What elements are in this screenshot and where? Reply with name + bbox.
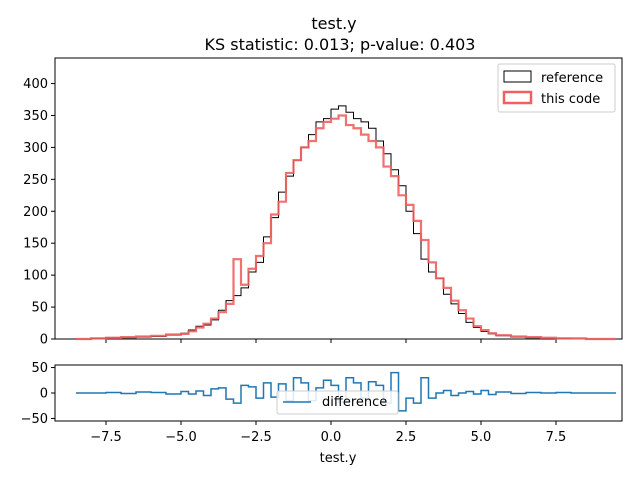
- y-tick-label: 250: [23, 173, 48, 188]
- top-y-axis: 0 50 100 150 200 250 300 350 400: [23, 77, 55, 348]
- legend-swatch-this-code: [502, 90, 533, 105]
- top-plot-frame: [54, 57, 623, 340]
- y-tick-label: 50: [31, 301, 48, 316]
- y-tick-label: 350: [23, 109, 48, 124]
- y-tick-label: 0: [40, 333, 48, 348]
- top-series-group: [76, 105, 616, 341]
- top-legend: reference this code: [497, 63, 616, 113]
- y-tick-label: 100: [23, 269, 48, 284]
- x-axis-label: test.y: [320, 451, 357, 466]
- bottom-legend-box: [276, 390, 399, 415]
- bottom-x-axis: −7.5 −5.0 −2.5 0.0 2.5 5.0 7.5: [90, 421, 566, 445]
- x-tick-label: 2.5: [396, 430, 417, 445]
- x-tick-label: −5.0: [165, 430, 197, 445]
- y-tick-label: 300: [23, 141, 48, 156]
- legend-swatch-reference: [503, 70, 532, 83]
- x-tick-label: −7.5: [90, 430, 122, 445]
- x-tick-label: 5.0: [471, 430, 492, 445]
- y-tick-label: 200: [23, 205, 48, 220]
- x-tick-label: 7.5: [546, 430, 567, 445]
- series-line-this-code: [76, 114, 616, 341]
- y-tick-label: 150: [23, 237, 48, 252]
- bottom-y-axis: −50 0 50: [21, 361, 55, 427]
- legend-label-difference: difference: [322, 395, 387, 410]
- chart-title: test.y: [311, 14, 356, 33]
- bottom-legend: difference: [276, 390, 399, 415]
- chart-subtitle: KS statistic: 0.013; p-value: 0.403: [205, 35, 476, 54]
- bottom-plot: −50 0 50 −7.5 −5.0 −2.5 0.0 2.5 5.0 7.5 differen…: [21, 361, 623, 466]
- legend-label-this-code: this code: [541, 92, 600, 107]
- x-tick-label: 0.0: [321, 430, 342, 445]
- y-tick-label: 0: [40, 387, 48, 402]
- legend-label-reference: reference: [541, 71, 603, 86]
- top-legend-box: [497, 63, 616, 113]
- top-plot: 0 50 100 150 200 250 300 350 400 reference this …: [23, 57, 623, 348]
- top-x-axis: [105, 339, 557, 343]
- y-tick-label: 50: [31, 361, 48, 376]
- y-tick-label: 400: [23, 77, 48, 92]
- y-tick-label: −50: [21, 412, 48, 427]
- x-tick-label: −2.5: [240, 430, 272, 445]
